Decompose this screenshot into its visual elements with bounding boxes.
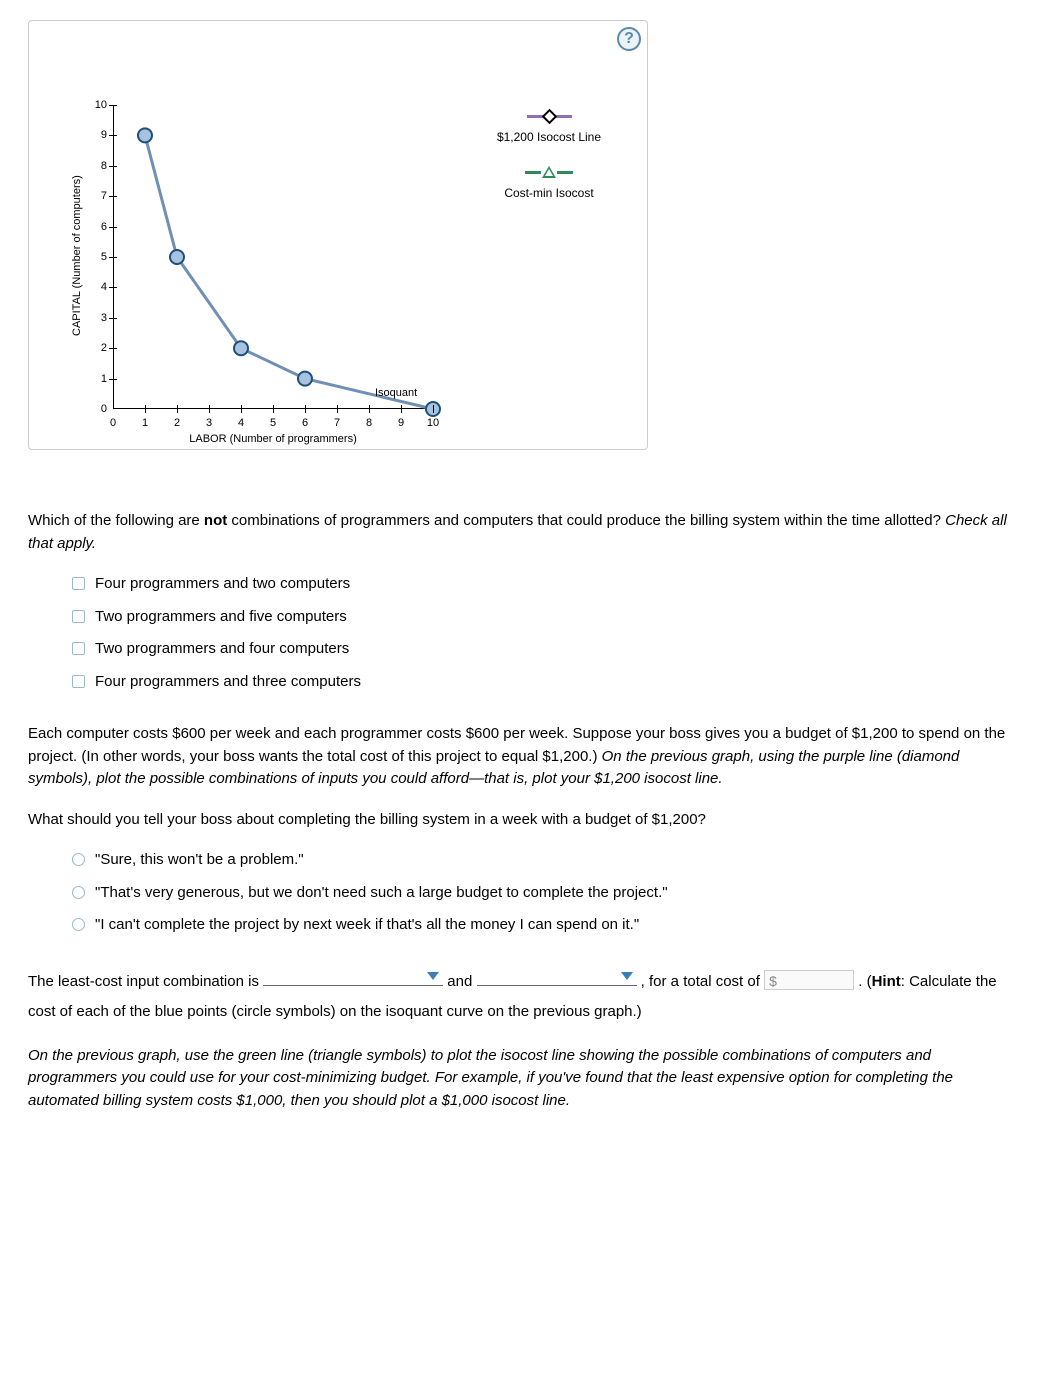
y-tick-label: 10 (95, 97, 107, 114)
option-label: "I can't complete the project by next we… (95, 914, 639, 937)
y-tick-label: 5 (101, 249, 107, 266)
option-label: Four programmers and two computers (95, 573, 350, 596)
isoquant-chart: ? 012345678910012345678910Isoquant CAPIT… (28, 20, 648, 450)
legend-swatch-costmin[interactable] (469, 166, 629, 178)
y-tick-label: 1 (101, 370, 107, 387)
text-fragment: combinations of programmers and computer… (227, 512, 945, 529)
checkbox-option-list: Four programmers and two computers Two pr… (72, 573, 1022, 693)
x-tick-label: 1 (142, 415, 148, 432)
text-fragment: Which of the following are (28, 512, 204, 529)
x-tick-label: 5 (270, 415, 276, 432)
x-tick-label: 10 (427, 415, 439, 432)
text-fragment: and (447, 973, 476, 990)
radio-option[interactable]: "I can't complete the project by next we… (72, 914, 1022, 937)
x-tick-label: 4 (238, 415, 244, 432)
fill-in-paragraph: The least-cost input combination is and … (28, 967, 1022, 1027)
x-tick-label: 0 (110, 415, 116, 432)
x-tick-label: 6 (302, 415, 308, 432)
bold-not: not (204, 512, 227, 529)
x-axis-title: LABOR (Number of programmers) (189, 431, 357, 448)
chart-legend: $1,200 Isocost Line Cost-min Isocost (469, 111, 629, 222)
legend-label: $1,200 Isocost Line (469, 128, 629, 146)
y-tick-label: 4 (101, 279, 107, 296)
text-fragment: . ( (858, 973, 871, 990)
checkbox-option[interactable]: Two programmers and five computers (72, 606, 1022, 629)
y-axis-title: CAPITAL (Number of computers) (69, 175, 86, 336)
curve-label: Isoquant (375, 385, 417, 402)
final-instruction: On the previous graph, use the green lin… (28, 1045, 1022, 1113)
budget-paragraph: Each computer costs $600 per week and ea… (28, 723, 1022, 791)
option-label: "That's very generous, but we don't need… (95, 882, 668, 905)
checkbox-icon[interactable] (72, 610, 85, 623)
checkbox-icon[interactable] (72, 642, 85, 655)
radio-option-list: "Sure, this won't be a problem." "That's … (72, 849, 1022, 937)
option-label: "Sure, this won't be a problem." (95, 849, 304, 872)
checkbox-option[interactable]: Two programmers and four computers (72, 638, 1022, 661)
option-label: Four programmers and three computers (95, 671, 361, 694)
italic-instruction: On the previous graph, use the green lin… (28, 1047, 953, 1109)
dropdown-input-1[interactable] (263, 968, 443, 986)
y-tick-label: 8 (101, 158, 107, 175)
triangle-icon (542, 166, 556, 178)
plot-svg (113, 105, 433, 409)
text-fragment: , for a total cost of (641, 973, 764, 990)
x-tick-label: 8 (366, 415, 372, 432)
x-tick-label: 2 (174, 415, 180, 432)
option-label: Two programmers and five computers (95, 606, 347, 629)
checkbox-icon[interactable] (72, 675, 85, 688)
question2-text: What should you tell your boss about com… (28, 809, 1022, 832)
radio-icon[interactable] (72, 918, 85, 931)
y-tick-label: 2 (101, 340, 107, 357)
radio-icon[interactable] (72, 853, 85, 866)
diamond-icon (541, 109, 557, 125)
radio-option[interactable]: "That's very generous, but we don't need… (72, 882, 1022, 905)
y-tick-label: 3 (101, 310, 107, 327)
legend-label: Cost-min Isocost (469, 184, 629, 202)
cost-text-input[interactable]: $ (764, 970, 854, 990)
dropdown-input-2[interactable] (477, 968, 637, 986)
checkbox-icon[interactable] (72, 577, 85, 590)
checkbox-option[interactable]: Four programmers and two computers (72, 573, 1022, 596)
help-icon[interactable]: ? (617, 27, 641, 51)
y-tick-label: 6 (101, 218, 107, 235)
plot-area[interactable]: 012345678910012345678910Isoquant (113, 105, 433, 409)
y-tick-label: 7 (101, 188, 107, 205)
legend-swatch-isocost-1200[interactable] (469, 111, 629, 122)
checkbox-option[interactable]: Four programmers and three computers (72, 671, 1022, 694)
x-tick-label: 3 (206, 415, 212, 432)
hint-label: Hint (872, 973, 901, 990)
question1-text: Which of the following are not combinati… (28, 510, 1022, 555)
option-label: Two programmers and four computers (95, 638, 349, 661)
y-tick-label: 9 (101, 127, 107, 144)
radio-option[interactable]: "Sure, this won't be a problem." (72, 849, 1022, 872)
radio-icon[interactable] (72, 886, 85, 899)
x-tick-label: 7 (334, 415, 340, 432)
x-tick-label: 9 (398, 415, 404, 432)
y-tick-label: 0 (101, 401, 107, 418)
text-fragment: The least-cost input combination is (28, 973, 263, 990)
